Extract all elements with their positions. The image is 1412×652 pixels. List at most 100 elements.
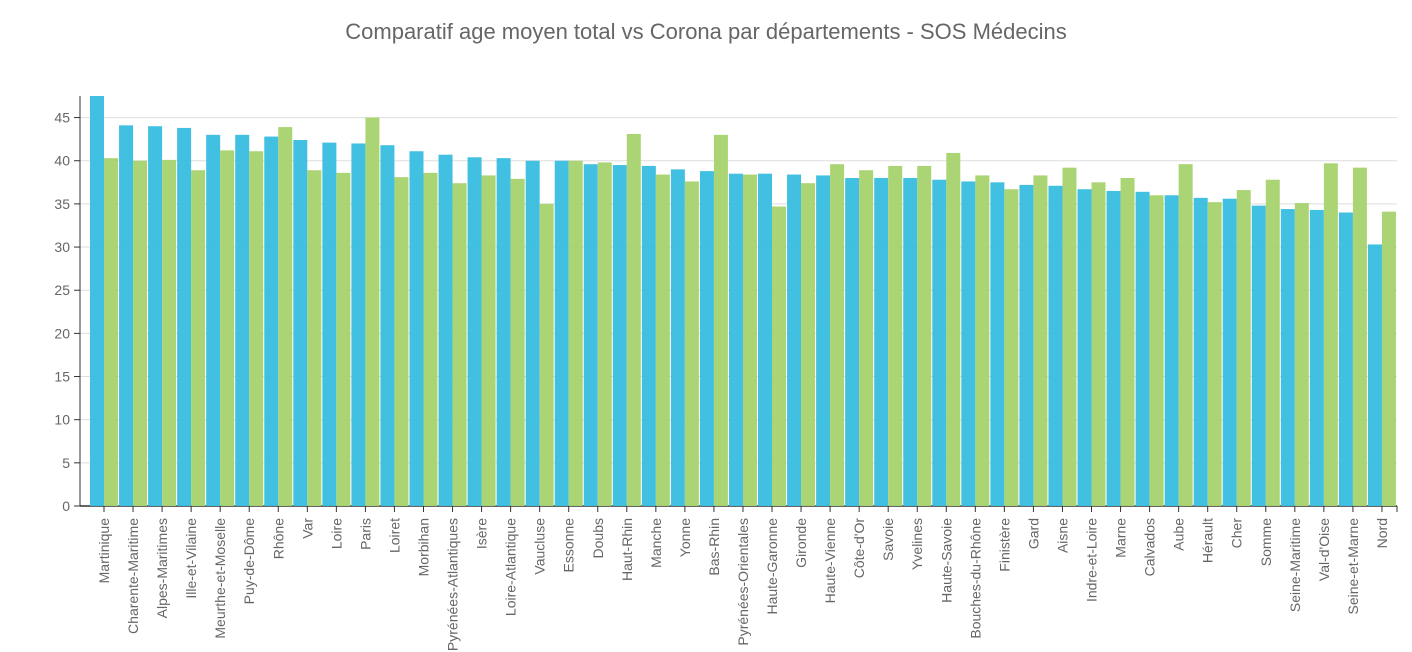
bar-series-1 — [409, 151, 424, 506]
x-category-label: Vaucluse — [532, 518, 548, 575]
bar-series-2 — [946, 152, 961, 506]
x-category-label: Doubs — [590, 518, 606, 558]
x-category-label: Nord — [1374, 518, 1390, 548]
x-category-label: Yonne — [677, 518, 693, 557]
bar-series-2 — [830, 164, 845, 507]
bar-series-2 — [336, 172, 351, 507]
x-category-label: Loire — [328, 518, 344, 549]
bar-series-2 — [539, 203, 554, 507]
x-category-label: Manche — [648, 518, 664, 568]
bar-series-1 — [1164, 195, 1179, 506]
bar-series-1 — [1106, 190, 1121, 506]
bar-series-1 — [1338, 212, 1353, 507]
bar-series-1 — [380, 145, 395, 506]
bar-series-2 — [481, 175, 496, 506]
x-category-label: Seine-et-Marne — [1345, 518, 1361, 615]
y-tick-label: 20 — [54, 325, 70, 341]
bar-series-2 — [568, 160, 583, 506]
y-tick-label: 35 — [54, 196, 70, 212]
x-category-label: Ille-et-Vilaine — [183, 518, 199, 599]
bar-series-2 — [1236, 190, 1251, 506]
bar-series-1 — [1135, 191, 1150, 506]
bar-series-2 — [597, 162, 612, 506]
y-tick-label: 25 — [54, 282, 70, 298]
y-tick-label: 10 — [54, 412, 70, 428]
bar-series-1 — [1193, 197, 1208, 506]
bar-series-2 — [1381, 211, 1396, 507]
bar-series-1 — [758, 173, 773, 506]
x-category-label: Somme — [1258, 518, 1274, 566]
bar-series-1 — [932, 179, 947, 506]
x-category-label: Yvelines — [909, 518, 925, 570]
bar-series-1 — [990, 182, 1005, 506]
chart-title: Comparatif age moyen total vs Corona par… — [345, 19, 1067, 44]
x-category-label: Aisne — [1054, 518, 1070, 553]
x-category-label: Puy-de-Dôme — [241, 518, 257, 605]
bar-series-2 — [626, 133, 641, 506]
x-category-label: Loire-Atlantique — [503, 518, 519, 616]
bar-series-2 — [1120, 178, 1135, 506]
x-category-label: Morbihan — [415, 518, 431, 576]
bar-series-2 — [1149, 195, 1164, 506]
bar-series-2 — [1265, 179, 1280, 506]
bar-series-2 — [162, 159, 177, 506]
bar-series-1 — [148, 126, 163, 507]
x-category-label: Haute-Garonne — [764, 518, 780, 615]
bar-series-1 — [787, 174, 802, 506]
bar-series-1 — [1019, 184, 1034, 506]
bar-series-1 — [177, 127, 192, 507]
bar-series-1 — [322, 142, 337, 506]
bar-series-1 — [845, 178, 860, 506]
x-category-label: Pyrénées-Orientales — [735, 518, 751, 646]
bar-series-2 — [365, 117, 380, 506]
bar-series-1 — [1077, 189, 1092, 506]
bar-series-1 — [90, 96, 104, 506]
bar-series-1 — [961, 181, 976, 506]
bar-series-1 — [728, 173, 743, 506]
bar-series-1 — [206, 134, 221, 506]
x-category-label: Alpes-Maritimes — [154, 518, 170, 618]
bar-series-2 — [104, 158, 118, 506]
bar-series-2 — [859, 170, 874, 507]
bar-series-1 — [293, 140, 308, 506]
bar-series-2 — [1207, 202, 1222, 506]
x-category-label: Marne — [1113, 518, 1129, 558]
bar-series-1 — [874, 178, 889, 506]
bar-series-2 — [510, 178, 525, 506]
bar-series-2 — [1178, 164, 1193, 507]
x-category-label: Val-d'Oise — [1316, 518, 1332, 581]
bar-series-1 — [554, 160, 569, 506]
x-category-label: Haute-Vienne — [822, 518, 838, 604]
bar-series-2 — [975, 175, 990, 506]
bar-series-2 — [133, 160, 148, 506]
x-category-label: Côte-d'Or — [851, 518, 867, 579]
x-category-label: Seine-Maritime — [1287, 518, 1303, 612]
x-category-label: Aube — [1171, 518, 1187, 551]
bar-series-1 — [699, 171, 714, 507]
bar-series-1 — [1222, 198, 1237, 506]
x-category-label: Essonne — [561, 518, 577, 573]
bar-series-2 — [684, 181, 699, 506]
x-category-label: Paris — [357, 518, 373, 550]
bar-series-2 — [1294, 203, 1309, 506]
bar-series-2 — [655, 174, 670, 506]
bar-series-2 — [713, 134, 728, 506]
y-tick-label: 15 — [54, 369, 70, 385]
x-category-label: Bas-Rhin — [706, 518, 722, 576]
bar-series-1 — [816, 175, 831, 506]
bar-series-1 — [235, 134, 250, 506]
x-category-label: Meurthe-et-Moselle — [212, 518, 228, 639]
bar-series-2 — [307, 170, 322, 507]
bar-series-1 — [525, 160, 540, 506]
bar-series-2 — [278, 127, 293, 507]
x-category-label: Charente-Maritime — [125, 518, 141, 634]
bar-series-2 — [917, 165, 932, 507]
bar-series-1 — [641, 165, 656, 507]
x-category-label: Bouches-du-Rhône — [967, 518, 983, 639]
bar-series-2 — [191, 170, 206, 507]
x-category-label: Hérault — [1200, 518, 1216, 563]
bar-series-1 — [1048, 185, 1063, 506]
bar-series-1 — [583, 164, 598, 507]
bar-series-2 — [423, 172, 438, 507]
bar-series-2 — [1004, 189, 1019, 506]
